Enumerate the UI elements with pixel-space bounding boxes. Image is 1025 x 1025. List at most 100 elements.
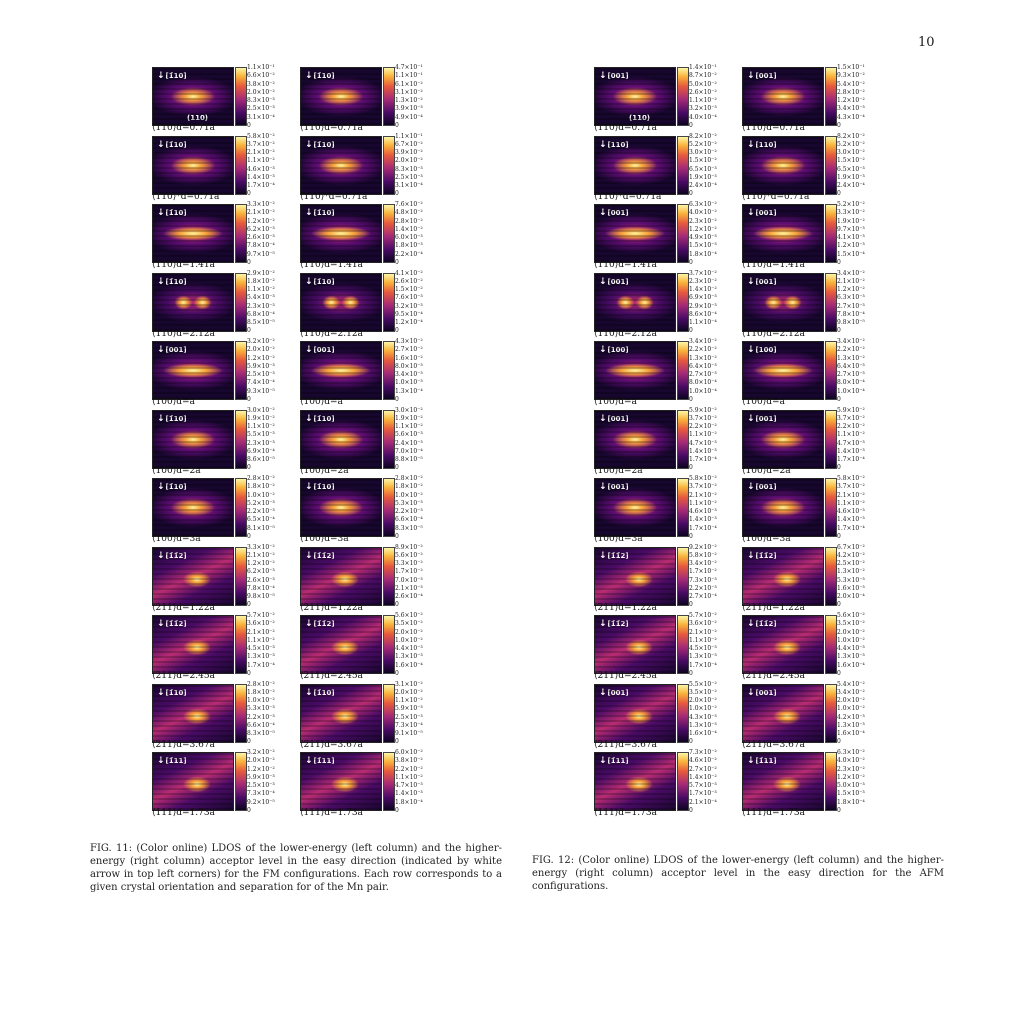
colorbar-tick-label: 7.8×10⁻⁴: [247, 242, 275, 250]
arrow-down-icon: ↓: [599, 208, 607, 218]
ldos-panel-left: ↓[1̄1̄2] 5.7×10⁻² 3.6×10⁻² 2.1×10⁻² 1.1×10⁻²…: [150, 613, 292, 681]
colorbar-tick-label: 1.4×10⁻²: [689, 773, 717, 781]
colorbar-tick-label: 9.2×10⁻²: [689, 543, 717, 551]
easy-direction-label: ↓[001]: [747, 482, 777, 492]
colorbar-tick-label: 6.0×10⁻²: [395, 749, 423, 756]
ldos-panel-left: ↓[1̄10] 2.8×10⁻² 1.8×10⁻² 1.0×10⁻² 5.3×10⁻³ 2…: [150, 681, 292, 750]
ldos-heatmap: ↓[1̄1̄2]: [300, 615, 382, 674]
colorbar-ticks: 2.8×10⁻² 1.8×10⁻² 1.0×10⁻² 5.3×10⁻³ 2.2×10⁻³…: [247, 681, 292, 746]
colorbar-tick-label: 3.4×10⁻³: [837, 105, 865, 113]
colorbar-tick-label: 3.2×10⁻²: [247, 338, 275, 345]
arrow-down-icon: ↓: [305, 276, 313, 287]
ldos-panel-left: ↓[001] 3.7×10⁻² 2.3×10⁻² 1.4×10⁻² 6.9×10⁻³ 2.…: [592, 270, 734, 339]
colorbar-tick-label: 1.0×10⁻²: [689, 705, 717, 713]
ldos-panel-left: ↓[1̄10] 2.9×10⁻² 1.8×10⁻² 1.1×10⁻² 5.4×10⁻³ 2…: [150, 270, 292, 339]
colorbar-tick-label: 2.6×10⁻³: [247, 234, 275, 242]
colorbar-tick-label: 1.2×10⁻²: [837, 773, 865, 781]
colorbar-tick-label: 0: [689, 395, 693, 403]
ldos-heatmap: ↓[001]: [594, 272, 676, 332]
colorbar-tick-label: 5.8×10⁻²: [689, 551, 717, 559]
colorbar-tick-label: 5.9×10⁻³: [247, 773, 275, 781]
direction-text: [100]: [755, 346, 777, 354]
colorbar-tick-label: 0: [689, 121, 693, 129]
colorbar-tick-label: 1.8×10⁻²: [247, 483, 275, 491]
colorbar-tick-label: 1.0×10⁻²: [837, 705, 865, 713]
colorbar-tick-label: 5.8×10⁻²: [247, 132, 275, 140]
colorbar-tick-label: 3.2×10⁻²: [247, 749, 275, 756]
arrow-down-icon: ↓: [747, 619, 755, 629]
direction-text: [001]: [313, 346, 335, 354]
colorbar-tick-label: 1.0×10⁻²: [395, 636, 423, 644]
colorbar-tick-label: 5.2×10⁻²: [837, 140, 865, 148]
colorbar-tick-label: 1.4×10⁻²: [395, 225, 423, 233]
colorbar-tick-label: 2.0×10⁻²: [689, 697, 717, 705]
colorbar-tick-label: 2.8×10⁻²: [837, 88, 865, 96]
panel-caption: ⟨110⟩*d=0.71a: [742, 191, 810, 202]
colorbar-tick-label: 5.7×10⁻²: [247, 612, 275, 619]
arrow-down-icon: ↓: [747, 276, 755, 287]
direction-text: [001]: [607, 688, 629, 697]
direction-text: [1̄10]: [165, 209, 187, 217]
ldos-heatmap: ↓[1̄10]: [300, 204, 382, 263]
colorbar-ticks: 5.4×10⁻² 3.4×10⁻² 2.0×10⁻² 1.0×10⁻² 4.2×10⁻³…: [837, 681, 882, 746]
colorbar-tick-label: 5.3×10⁻³: [247, 705, 275, 713]
colorbar-tick-label: 4.6×10⁻³: [247, 165, 275, 173]
colorbar-tick-label: 3.4×10⁻²: [837, 269, 865, 277]
colorbar-tick-label: 3.5×10⁻²: [837, 620, 865, 628]
colorbar-tick-label: 2.1×10⁻²: [247, 628, 275, 636]
panel-caption: ⟨100⟩d=3a: [594, 534, 643, 544]
colorbar-tick-label: 2.1×10⁻²: [247, 551, 275, 559]
easy-direction-label: ↓[1̄10]: [157, 482, 187, 492]
direction-text: [1̄10]: [165, 277, 187, 286]
colorbar: [235, 683, 247, 743]
colorbar-tick-label: 1.2×10⁻³: [837, 242, 865, 250]
colorbar-tick-label: 5.6×10⁻²: [837, 612, 865, 619]
ldos-panel-right: ↓[110] 8.2×10⁻² 5.2×10⁻² 3.0×10⁻² 1.5×10⁻² 6.…: [740, 133, 882, 202]
panel-caption: ⟨110⟩d=0.71a: [300, 123, 363, 133]
colorbar-ticks: 8.2×10⁻² 5.2×10⁻² 3.0×10⁻² 1.5×10⁻² 6.5×10⁻³…: [837, 133, 882, 198]
colorbar-tick-label: 5.9×10⁻³: [395, 705, 423, 713]
ldos-panel-right: ↓[1̄1̄2] 8.9×10⁻² 5.6×10⁻² 3.3×10⁻² 1.7×10⁻²…: [298, 544, 440, 613]
colorbar-tick-label: 5.2×10⁻²: [689, 140, 717, 148]
direction-text: [1̄1̄2]: [607, 620, 629, 628]
arrow-down-icon: ↓: [747, 756, 755, 766]
colorbar-tick-label: 8.3×10⁻³: [247, 97, 275, 105]
colorbar-tick-label: 3.1×10⁻²: [395, 680, 423, 688]
ldos-panel-left: ↓[001] 5.5×10⁻² 3.5×10⁻² 2.0×10⁻² 1.0×10⁻² 4.…: [592, 680, 734, 750]
easy-direction-label: ↓[1̄10]: [157, 71, 187, 81]
colorbar: [825, 135, 837, 195]
colorbar: [235, 67, 247, 126]
colorbar-tick-label: 4.1×10⁻³: [837, 234, 865, 242]
colorbar-tick-label: 2.5×10⁻³: [247, 105, 275, 113]
colorbar-tick-label: 2.3×10⁻³: [247, 302, 275, 310]
ldos-panel-right: ↓[001] 3.4×10⁻² 2.1×10⁻² 1.2×10⁻² 6.3×10⁻³ 2.…: [740, 269, 882, 339]
colorbar-tick-label: 1.8×10⁻²: [247, 277, 275, 285]
colorbar: [235, 478, 247, 537]
colorbar-tick-label: 5.5×10⁻²: [689, 680, 717, 688]
colorbar-tick-label: 1.5×10⁻³: [689, 242, 717, 250]
ldos-panel-left: ↓[1̄11] 7.3×10⁻² 4.6×10⁻² 2.7×10⁻² 1.4×10⁻² 5…: [592, 750, 734, 818]
direction-text: [1̄10]: [165, 140, 187, 149]
colorbar-tick-label: 8.1×10⁻⁵: [247, 524, 275, 532]
colorbar-tick-label: 1.5×10⁻²: [395, 286, 423, 294]
colorbar-tick-label: 2.2×10⁻²: [837, 346, 865, 354]
colorbar-tick-label: 6.5×10⁻³: [837, 165, 865, 173]
colorbar-tick-label: 0: [837, 190, 841, 198]
colorbar: [383, 67, 395, 126]
ldos-panel-right: ↓[001] 5.2×10⁻² 3.3×10⁻² 1.9×10⁻² 9.7×10⁻³ 4.…: [740, 202, 882, 270]
arrow-down-icon: ↓: [747, 139, 755, 150]
ldos-heatmap: ↓[1̄1̄2]: [300, 546, 382, 606]
colorbar-tick-label: 1.3×10⁻⁴: [395, 387, 423, 395]
arrow-down-icon: ↓: [747, 550, 755, 561]
colorbar-tick-label: 3.4×10⁻³: [395, 371, 423, 379]
easy-direction-label: ↓[001]: [747, 71, 777, 81]
arrow-down-icon: ↓: [599, 756, 607, 766]
direction-text: [001]: [607, 277, 629, 286]
ldos-panel-right: ↓[1̄10] 7.6×10⁻² 4.8×10⁻² 2.8×10⁻² 1.4×10⁻² 6…: [298, 202, 440, 270]
colorbar-tick-label: 4.6×10⁻²: [689, 757, 717, 765]
colorbar-tick-label: 2.0×10⁻²: [247, 757, 275, 765]
colorbar: [383, 615, 395, 674]
ldos-heatmap: ↓[1̄10]: [152, 135, 234, 195]
ldos-panel-left: ↓[1̄10] 5.8×10⁻² 3.7×10⁻² 2.1×10⁻² 1.1×10⁻² 4…: [150, 132, 292, 202]
easy-direction-label: ↓[1̄1̄2]: [599, 551, 629, 561]
